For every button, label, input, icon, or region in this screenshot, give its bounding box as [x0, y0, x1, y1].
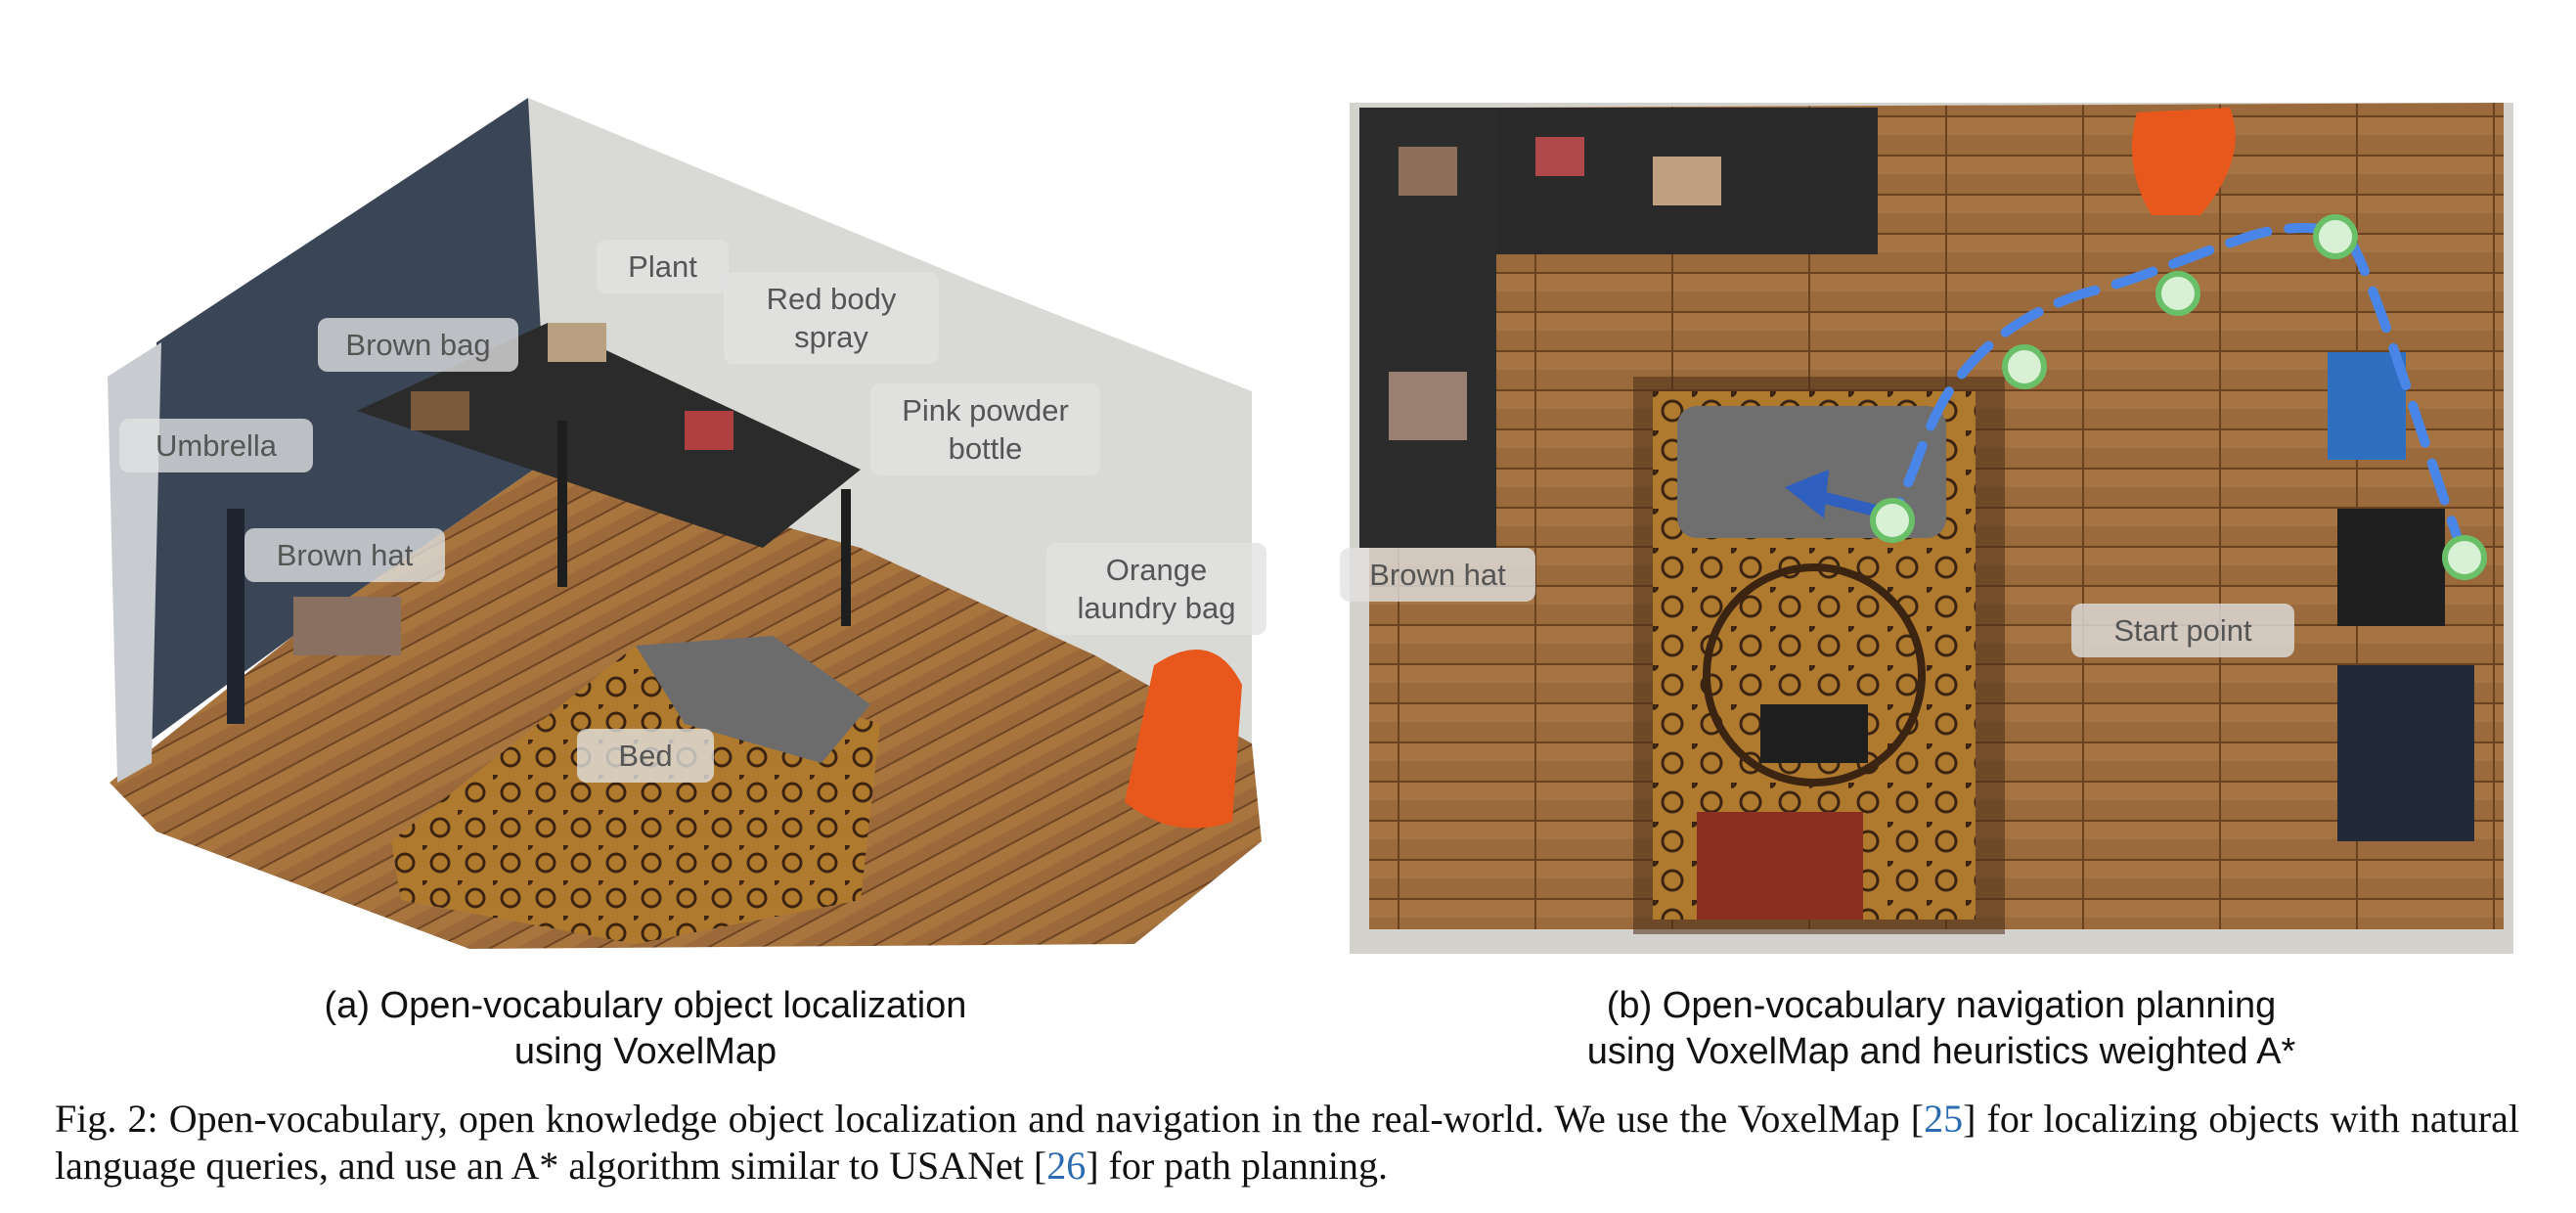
subcaption-a: (a) Open-vocabulary object localization … — [147, 983, 1144, 1075]
label-start-point: Start point — [2071, 604, 2294, 657]
chair — [2337, 665, 2474, 841]
umbrella-shape — [227, 509, 244, 724]
label-orange-laundry-bag: Orange laundry bag — [1046, 543, 1266, 635]
citation-link-26[interactable]: 26 — [1046, 1144, 1087, 1188]
clutter — [411, 391, 469, 430]
rug — [1697, 812, 1863, 920]
desk-leg — [841, 489, 851, 626]
label-pink-powder-bottle: Pink powder bottle — [870, 383, 1100, 475]
desk — [357, 323, 861, 548]
object-on-bed — [1760, 704, 1868, 763]
waypoint — [2313, 214, 2358, 259]
waypoint — [2002, 344, 2047, 389]
scene-reconstruction-panel: Plant Red body spray Brown bag Pink powd… — [0, 0, 1281, 978]
caption-text-1: Fig. 2: Open-vocabulary, open knowledge … — [55, 1097, 1925, 1141]
chair — [2337, 509, 2445, 626]
top-down-map-image — [1350, 103, 2513, 954]
arrow-head-icon — [1785, 470, 1829, 518]
waypoint-goal — [1870, 498, 1915, 543]
navigation-map-panel: Brown hat Start point — [1340, 0, 2543, 978]
caption-text-3: ] for path planning. — [1086, 1144, 1389, 1188]
bed-pattern — [1703, 563, 1926, 786]
clutter — [685, 411, 733, 450]
figure-caption: Fig. 2: Open-vocabulary, open knowledge … — [55, 1096, 2519, 1190]
waypoint-start — [2442, 535, 2487, 580]
bed-pillow — [636, 636, 870, 763]
clutter — [1389, 372, 1467, 440]
waypoint — [2155, 271, 2200, 316]
left-wall — [147, 98, 548, 743]
label-brown-hat: Brown hat — [244, 528, 445, 582]
label-brown-hat-map: Brown hat — [1340, 548, 1535, 602]
label-red-body-spray: Red body spray — [724, 272, 939, 364]
caption-text-2: ] for localizing objects with natural la… — [55, 1097, 2519, 1188]
clutter — [548, 323, 606, 362]
clutter — [293, 597, 401, 655]
subcaption-b-line1: (b) Open-vocabulary navigation planning — [1606, 985, 2277, 1026]
citation-link-25[interactable]: 25 — [1924, 1097, 1964, 1141]
label-brown-bag: Brown bag — [318, 318, 518, 372]
clutter — [1399, 147, 1457, 196]
label-plant: Plant — [597, 240, 729, 293]
laundry-bag — [1125, 650, 1242, 829]
desk-leg — [557, 421, 567, 587]
label-bed: Bed — [577, 729, 714, 783]
room-3d-image — [108, 98, 1262, 949]
subcaption-b-line2: using VoxelMap and heuristics weighted A… — [1586, 1031, 2296, 1072]
blue-bag — [2328, 352, 2406, 460]
laundry-bag — [2132, 108, 2236, 215]
clutter — [1653, 157, 1721, 205]
planned-path — [1888, 223, 2469, 562]
subcaption-b: (b) Open-vocabulary navigation planning … — [1438, 983, 2445, 1075]
label-umbrella: Umbrella — [119, 419, 313, 472]
clutter — [1535, 137, 1584, 176]
subcaption-a-line1: (a) Open-vocabulary object localization — [324, 985, 967, 1026]
subcaption-a-line2: using VoxelMap — [513, 1031, 777, 1072]
